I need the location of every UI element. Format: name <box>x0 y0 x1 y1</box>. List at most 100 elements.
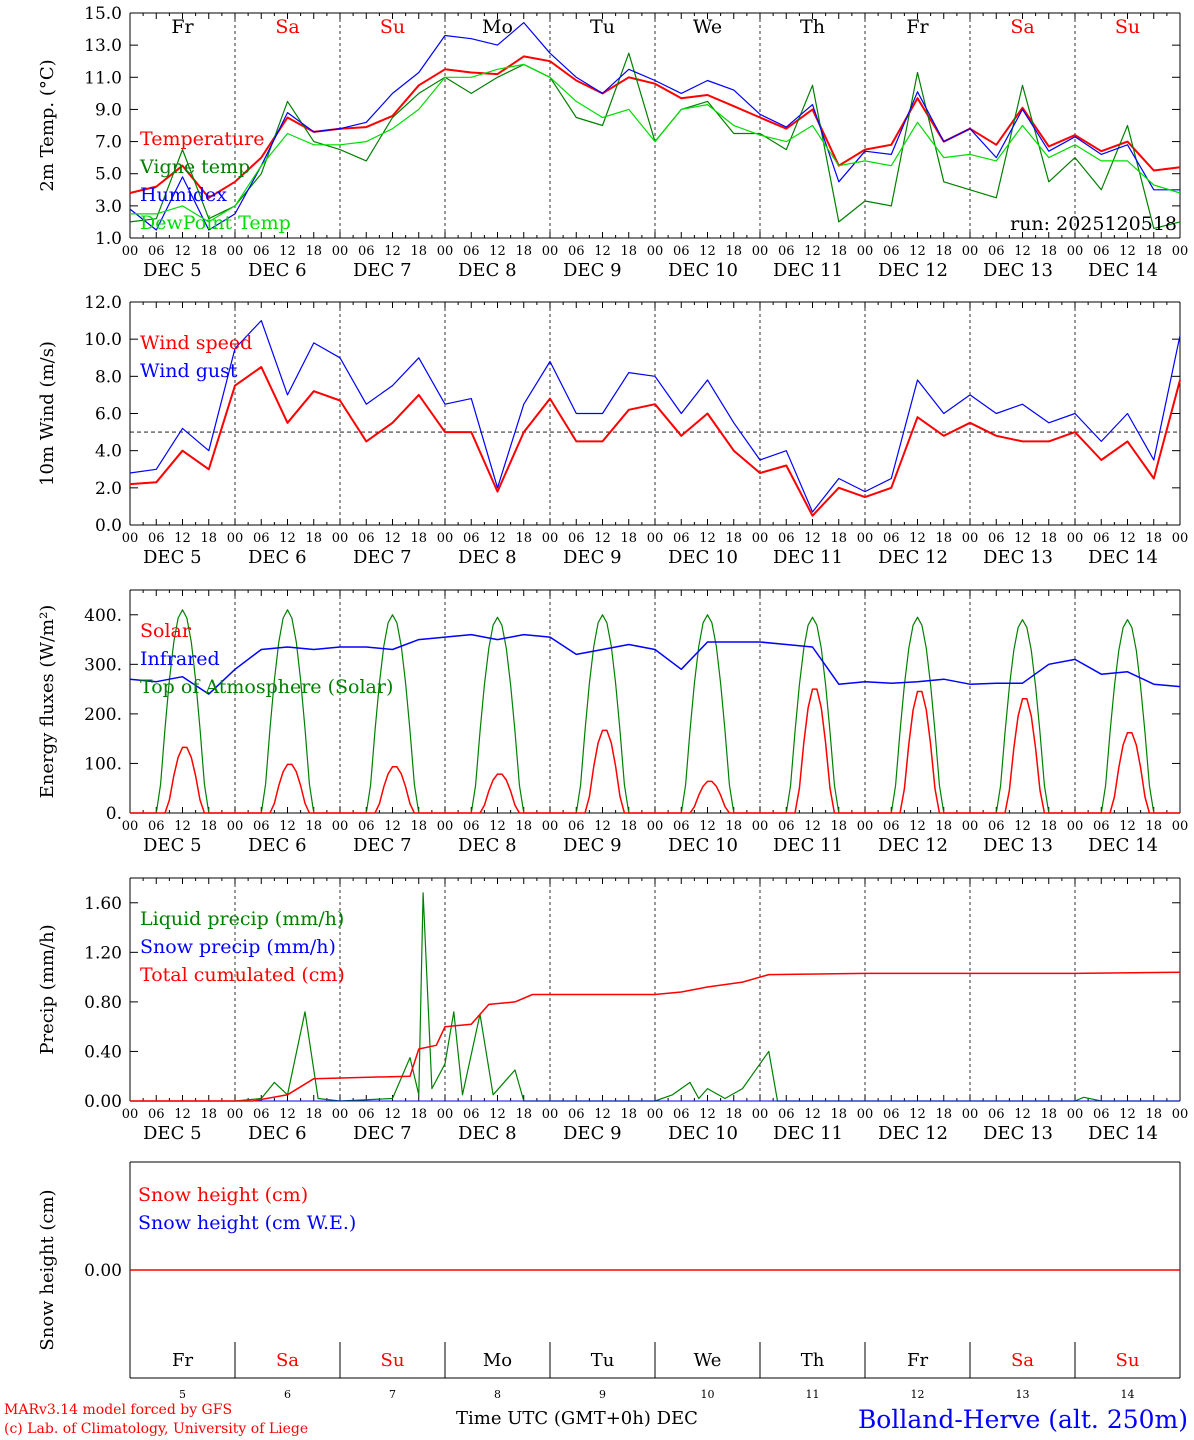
series-line-blue <box>129 22 1180 231</box>
date-label: DEC 14 <box>1088 835 1158 856</box>
hour-tick-label: 00 <box>332 244 349 259</box>
date-label: DEC 5 <box>143 260 202 281</box>
y-tick-label: 1.20 <box>84 943 122 963</box>
weekday-label: Su <box>1116 1350 1140 1371</box>
hour-tick-label: 12 <box>489 819 506 834</box>
temperature-panel: 1.0 3.0 5.0 7.0 9.0 11.0 13.0 15.0 2m Temp. (°C)… <box>37 4 1188 281</box>
y-tick-label: 11.0 <box>84 68 122 88</box>
hour-tick-label: 00 <box>857 244 874 259</box>
hour-tick-label: 06 <box>253 531 270 546</box>
hour-tick-label: 06 <box>1093 244 1110 259</box>
hour-tick-label: 00 <box>227 819 244 834</box>
hour-tick-label: 18 <box>725 531 742 546</box>
hour-tick-label: 00 <box>647 244 664 259</box>
hour-tick-label: 18 <box>410 244 427 259</box>
hour-tick-label: 00 <box>227 244 244 259</box>
y-tick-label: 400. <box>84 606 122 626</box>
hour-tick-label: 00 <box>542 819 559 834</box>
date-label: DEC 13 <box>983 1123 1053 1144</box>
y-tick-label: 10.0 <box>84 330 122 350</box>
date-label: DEC 11 <box>773 260 843 281</box>
y-tick-label: 0.80 <box>84 993 122 1013</box>
weekday-label: Tu <box>591 1350 615 1371</box>
hour-tick-label: 18 <box>725 244 742 259</box>
hour-tick-label: 06 <box>253 1107 270 1122</box>
x-axis-title: Time UTC (GMT+0h) DEC <box>456 1408 698 1429</box>
weekday-label: Mo <box>482 16 513 38</box>
weekday-label: We <box>693 16 722 38</box>
y-axis-title: Precip (mm/h) <box>37 924 58 1054</box>
hour-tick-label: 12 <box>1119 244 1136 259</box>
date-label: DEC 11 <box>773 547 843 568</box>
hour-tick-label: 18 <box>830 244 847 259</box>
hour-tick-label: 18 <box>305 244 322 259</box>
weekday-label: Fr <box>172 1350 193 1371</box>
weekday-label: We <box>694 1350 722 1371</box>
legend-entry: Snow precip (mm/h) <box>140 936 336 958</box>
hour-tick-label: 06 <box>673 244 690 259</box>
weekday-label: Su <box>1115 16 1140 38</box>
y-tick-label: 1.0 <box>95 229 122 249</box>
hour-tick-label: 06 <box>988 1107 1005 1122</box>
date-label: DEC 9 <box>563 1123 622 1144</box>
hour-tick-label: 00 <box>1172 1107 1189 1122</box>
hour-tick-label: 18 <box>620 531 637 546</box>
hour-tick-label: 12 <box>909 819 926 834</box>
hour-tick-label: 12 <box>909 244 926 259</box>
weekday-label: Th <box>800 16 825 38</box>
date-label: DEC 12 <box>878 835 948 856</box>
legend-entry: Humidex <box>140 184 227 206</box>
hour-tick-label: 18 <box>305 531 322 546</box>
weekday-label: Sa <box>275 16 299 38</box>
hour-tick-label: 12 <box>804 531 821 546</box>
series-line-blue <box>129 320 1181 513</box>
hour-tick-label: 00 <box>752 1107 769 1122</box>
hour-tick-label: 18 <box>305 819 322 834</box>
weekday-label: Mo <box>483 1350 512 1371</box>
series-line-infrared <box>129 633 1181 695</box>
y-tick-label: 2.0 <box>95 479 122 499</box>
y-tick-label: 0. <box>106 804 122 824</box>
wind-panel: 0.0 2.0 4.0 6.0 8.0 10.0 12.0 10m Wind (m/s) Win… <box>37 293 1188 568</box>
hour-tick-label: 06 <box>148 819 165 834</box>
hour-tick-label: 12 <box>174 531 191 546</box>
y-tick-label: 12.0 <box>84 293 122 313</box>
y-tick-label: 0.00 <box>84 1092 122 1112</box>
y-tick-label: 9.0 <box>95 100 122 120</box>
date-label: DEC 10 <box>668 835 738 856</box>
date-label: DEC 9 <box>563 547 622 568</box>
hour-tick-label: 18 <box>935 819 952 834</box>
hour-tick-label: 18 <box>1040 244 1057 259</box>
legend-entry: Vigne temp <box>139 156 250 178</box>
legend-entry: Top of Atmosphere (Solar) <box>140 676 393 698</box>
date-label: DEC 6 <box>248 1123 307 1144</box>
snow-panel: 0.00 Snow height (cm) Snow height (cm) Snow… <box>37 1161 1181 1401</box>
hour-tick-label: 06 <box>568 819 585 834</box>
hour-tick-label: 06 <box>673 819 690 834</box>
hour-tick-label: 18 <box>410 819 427 834</box>
y-tick-label: 15.0 <box>84 4 122 24</box>
hour-tick-label: 00 <box>1067 1107 1084 1122</box>
y-tick-label: 8.0 <box>95 367 122 387</box>
weekday-label: Sa <box>1011 1350 1034 1371</box>
hour-tick-label: 06 <box>1093 819 1110 834</box>
weekday-label: Su <box>381 1350 405 1371</box>
y-tick-label: 0.40 <box>84 1042 122 1062</box>
day-number-label: 9 <box>599 1388 606 1401</box>
hour-tick-label: 06 <box>1093 1107 1110 1122</box>
legend-entry: Liquid precip (mm/h) <box>140 908 344 930</box>
legend-entry: Snow height (cm) <box>138 1184 308 1206</box>
hour-tick-label: 00 <box>1067 244 1084 259</box>
hour-tick-label: 12 <box>804 244 821 259</box>
date-label: DEC 5 <box>143 835 202 856</box>
hour-tick-label: 00 <box>437 1107 454 1122</box>
hour-tick-label: 18 <box>725 819 742 834</box>
day-number-label: 6 <box>284 1388 291 1401</box>
hour-tick-label: 12 <box>1119 1107 1136 1122</box>
hour-tick-label: 18 <box>1040 819 1057 834</box>
hour-tick-label: 00 <box>332 819 349 834</box>
date-label: DEC 12 <box>878 1123 948 1144</box>
hour-tick-label: 12 <box>909 531 926 546</box>
hour-tick-label: 06 <box>673 1107 690 1122</box>
